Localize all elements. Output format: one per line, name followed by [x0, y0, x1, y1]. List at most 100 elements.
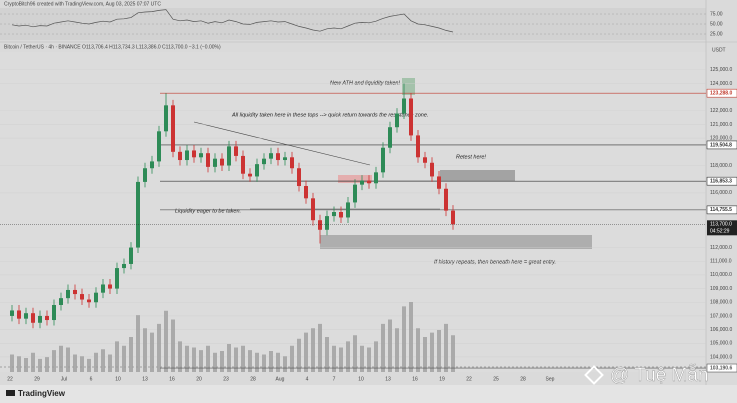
candle-body: [220, 158, 224, 166]
candle-body: [94, 292, 98, 303]
volume-bar: [409, 302, 413, 372]
watermark-text: @ Tuệ Mẫn: [610, 364, 709, 386]
volume-bar: [73, 354, 77, 372]
volume-bar: [52, 350, 56, 372]
header-credit: CryptoBitch96 created with TradingView.c…: [4, 1, 161, 7]
candle-body: [388, 127, 392, 148]
volume-bar: [339, 347, 343, 372]
volume-bar: [122, 345, 126, 372]
footer: [0, 385, 737, 403]
volume-bar: [423, 337, 427, 372]
entry-zone: [320, 235, 592, 249]
volume-bar: [283, 356, 287, 372]
candle-body: [178, 151, 182, 161]
brand: TradingView: [18, 389, 66, 398]
candle-body: [262, 158, 266, 165]
y-tick-label: 125,000.0: [710, 67, 732, 73]
volume-bar: [304, 332, 308, 372]
volume-bar: [45, 357, 49, 372]
candle-body: [185, 150, 189, 161]
symbol-line: Bitcoin / TetherUS · 4h · BINANCE O113,7…: [4, 44, 221, 50]
rsi-tick-label: 50.00: [710, 21, 723, 27]
candle-body: [437, 176, 441, 189]
candle-body: [297, 168, 301, 187]
level-label: 119,504.8: [710, 142, 732, 148]
candle-body: [38, 315, 42, 323]
y-tick-label: 105,000.0: [710, 341, 732, 347]
volume-bar: [325, 337, 329, 372]
rsi-tick-label: 75.00: [710, 11, 723, 17]
candle-body: [353, 184, 357, 203]
y-tick-label: 107,000.0: [710, 313, 732, 319]
candle-body: [157, 131, 161, 162]
candle-body: [402, 98, 406, 114]
candle-body: [164, 105, 168, 132]
volume-bar: [178, 341, 182, 372]
annotation: If history repeats, then beneath here = …: [434, 259, 556, 265]
volume-bar: [332, 345, 336, 372]
watermark: @ Tuệ Mẫn: [584, 364, 709, 386]
candle-body: [374, 172, 378, 184]
volume-bar: [10, 354, 14, 372]
annotation: All liquidity taken here in these tops -…: [231, 112, 428, 118]
candle-body: [318, 220, 322, 230]
level-label: 103,190.6: [710, 365, 732, 371]
volume-bar: [416, 328, 420, 372]
volume-bar: [164, 310, 168, 372]
level-label-bg: [706, 176, 737, 186]
volume-bar: [80, 356, 84, 372]
x-tick-label: 20: [196, 376, 202, 382]
candle-body: [59, 298, 63, 305]
volume-bar: [374, 341, 378, 372]
x-tick-label: Aug: [276, 376, 285, 382]
x-tick-label: 22: [7, 376, 13, 382]
volume-bar: [17, 356, 21, 372]
volume-bar: [129, 337, 133, 372]
volume-bar: [360, 345, 364, 372]
candle-body: [87, 299, 91, 303]
volume-bar: [38, 358, 42, 372]
y-tick-label: 110,000.0: [710, 272, 732, 278]
x-tick-label: 25: [493, 376, 499, 382]
candle-body: [129, 247, 133, 264]
volume-bar: [437, 330, 441, 372]
volume-bar: [143, 328, 147, 372]
candle-body: [171, 105, 175, 152]
volume-bar: [185, 345, 189, 372]
volume-bar: [262, 354, 266, 372]
rsi-line: [11, 9, 454, 33]
currency: USDT: [712, 47, 726, 53]
candle-body: [339, 212, 343, 218]
candle-body: [150, 161, 154, 169]
last-price-bg: [707, 220, 737, 236]
candle-body: [206, 153, 210, 167]
y-tick-label: 120,000.0: [710, 135, 732, 141]
volume-bar: [255, 352, 259, 372]
candle-body: [31, 313, 35, 323]
x-tick-label: Sep: [546, 376, 555, 382]
x-tick-label: 19: [439, 376, 445, 382]
x-tick-label: 13: [385, 376, 391, 382]
x-tick-label: 28: [520, 376, 526, 382]
candle-body: [73, 289, 77, 295]
candle-body: [304, 186, 308, 199]
candle-body: [227, 146, 231, 166]
candle-body: [108, 284, 112, 289]
level-label-bg: [706, 140, 737, 150]
volume-bar: [451, 335, 455, 372]
candle-body: [367, 180, 371, 184]
candle-body: [381, 147, 385, 173]
candle-body: [136, 181, 140, 248]
y-tick-label: 124,000.0: [710, 81, 732, 87]
candle-body: [199, 153, 203, 158]
volume-bar: [318, 323, 322, 372]
x-tick-label: 16: [169, 376, 175, 382]
candle-body: [213, 158, 217, 167]
resistance-zone: [338, 175, 372, 183]
annotation: Liquidity eager to be taken.: [175, 208, 241, 214]
candle-body: [332, 212, 336, 217]
candle-body: [241, 155, 245, 174]
volume-bar: [192, 347, 196, 372]
y-tick-label: 112,000.0: [710, 245, 732, 251]
volume-bar: [157, 323, 161, 372]
